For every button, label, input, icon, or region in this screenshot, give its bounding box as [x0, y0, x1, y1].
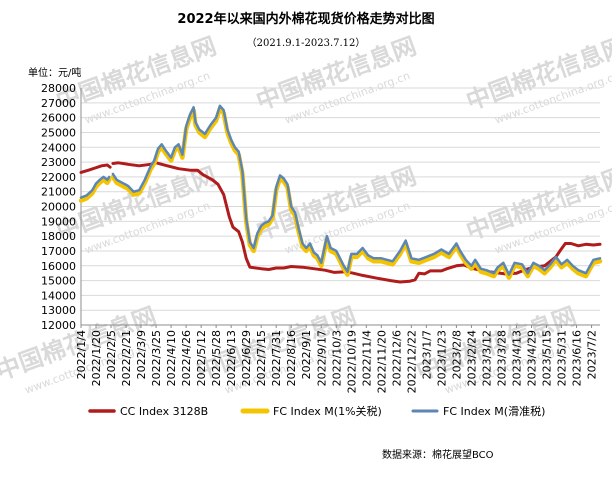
chart-title: 2022年以来国内外棉花现货价格走势对比图 — [177, 12, 435, 27]
x-tick-label: 2023/5/15 — [541, 330, 554, 386]
x-tick-label: 2022/12/22 — [405, 330, 418, 393]
y-tick-label: 12000 — [41, 319, 76, 332]
x-tick-label: 2022/7/15 — [255, 330, 268, 386]
x-tick-label: 2022/8/16 — [285, 330, 298, 386]
x-tick-label: 2022/6/29 — [240, 330, 253, 386]
x-tick-label: 2022/7/31 — [270, 330, 283, 386]
x-tick-label: 2022/1/20 — [90, 330, 103, 386]
x-tick-labels: 2022/1/4 2022/1/20 2022/2/5 2022/2/21 2022/3… — [75, 325, 599, 393]
y-tick-label: 28000 — [41, 82, 76, 95]
x-tick-label: 2022/3/25 — [150, 330, 163, 386]
y-tick-label: 18000 — [41, 230, 76, 243]
x-tick-label: 2022/2/21 — [120, 330, 133, 386]
y-tick-label: 27000 — [41, 97, 76, 110]
y-tick-label: 13000 — [41, 304, 76, 317]
legend-label: CC Index 3128B — [120, 405, 208, 418]
x-tick-label: 2023/1/7 — [420, 330, 433, 379]
x-tick-label: 2023/6/16 — [571, 330, 584, 386]
y-gridlines — [81, 87, 600, 326]
x-tick-label: 2023/4/13 — [510, 330, 523, 386]
y-tick-label: 14000 — [41, 289, 76, 302]
x-tick-label: 2022/5/28 — [210, 330, 223, 386]
x-tick-label: 2022/10/19 — [345, 330, 358, 393]
y-tick-label: 26000 — [41, 112, 76, 125]
x-tick-label: 2022/4/26 — [180, 330, 193, 386]
series-lines — [78, 104, 603, 284]
x-tick-label: 2022/10/3 — [330, 330, 343, 386]
y-tick-label: 16000 — [41, 260, 76, 273]
x-tick-label: 2022/11/20 — [375, 330, 388, 393]
x-tick-label: 2022/9/1 — [300, 330, 313, 379]
x-tick-label: 2022/5/12 — [195, 330, 208, 386]
y-tick-label: 20000 — [41, 201, 76, 214]
x-tick-label: 2022/11/4 — [360, 330, 373, 386]
axes — [80, 88, 600, 326]
x-tick-label: 2022/3/9 — [135, 330, 148, 379]
x-tick-label: 2023/2/24 — [465, 330, 478, 386]
x-tick-label: 2023/7/2 — [586, 330, 599, 379]
y-tick-label: 21000 — [41, 186, 76, 199]
x-tick-label: 2022/6/13 — [225, 330, 238, 386]
y-tick-label: 19000 — [41, 215, 76, 228]
x-tick-label: 2023/3/28 — [495, 330, 508, 386]
y-tick-label: 25000 — [41, 126, 76, 139]
legend-label: FC Index M(滑准税) — [443, 404, 545, 418]
x-tick-label: 2022/9/17 — [315, 330, 328, 386]
x-tick-label: 2022/2/5 — [105, 330, 118, 379]
y-axis-unit: 单位：元/吨 — [28, 68, 82, 79]
x-tick-label: 2022/1/4 — [75, 330, 88, 379]
series-line-3 — [79, 104, 602, 276]
x-tick-label: 2023/5/31 — [556, 330, 569, 386]
y-tick-label: 15000 — [41, 275, 76, 288]
y-tick-label: 22000 — [41, 171, 76, 184]
chart-subtitle: （2021.9.1-2023.7.12） — [246, 38, 366, 49]
x-tick-label: 2022/4/10 — [165, 330, 178, 386]
y-tick-label: 17000 — [41, 245, 76, 258]
legend: CC Index 3128B FC Index M(1%关税) FC Index M… — [88, 404, 545, 418]
x-tick-label: 2022/12/6 — [390, 330, 403, 386]
x-tick-label: 2023/1/23 — [435, 330, 448, 386]
y-tick-label: 24000 — [41, 141, 76, 154]
x-tick-label: 2023/2/8 — [450, 330, 463, 379]
x-tick-label: 2023/4/29 — [525, 330, 538, 386]
x-tick-label: 2023/3/12 — [480, 330, 493, 386]
data-source-note: 数据来源：棉花展望BCO — [382, 450, 494, 461]
legend-label: FC Index M(1%关税) — [273, 404, 382, 418]
y-tick-label: 23000 — [41, 156, 76, 169]
